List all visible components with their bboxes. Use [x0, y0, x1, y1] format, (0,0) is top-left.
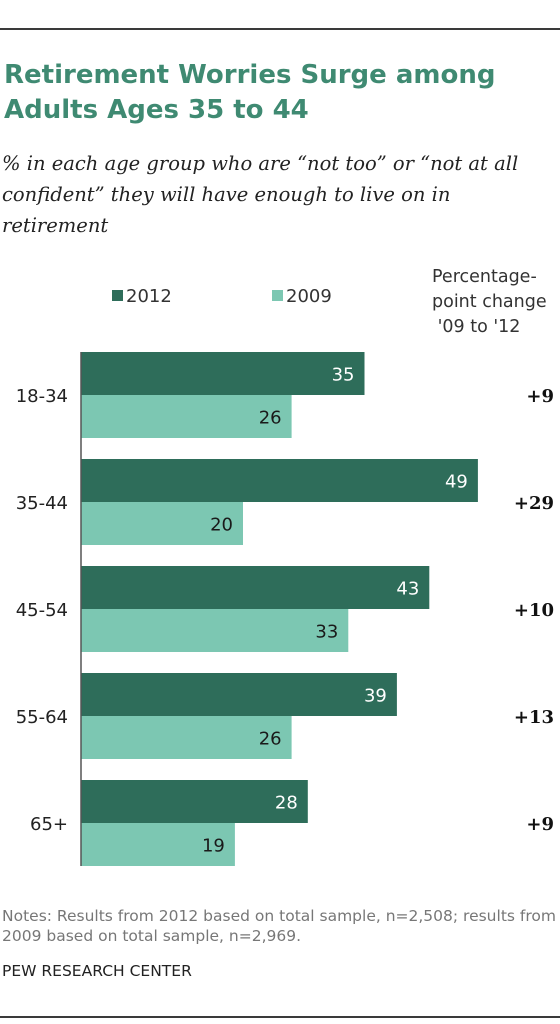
bar-65plus-2009 — [81, 823, 235, 866]
category-label-18-34: 18-34 — [16, 386, 68, 407]
category-label-35-44: 35-44 — [16, 493, 68, 514]
change-value-65plus: +9 — [526, 814, 554, 835]
bar-55-64-2012 — [81, 673, 397, 716]
bar-45-54-2009 — [81, 609, 349, 652]
chart-subtitle: % in each age group who are “not too” or… — [2, 152, 519, 237]
data-label-65plus-2009: 19 — [202, 836, 225, 857]
change-value-45-54: +10 — [514, 600, 554, 621]
bar-55-64-2009 — [81, 716, 292, 759]
chart-notes: Notes: Results from 2012 based on total … — [2, 907, 556, 945]
category-label-45-54: 45-54 — [16, 600, 68, 621]
bar-35-44-2009 — [81, 502, 243, 545]
legend-label-2012: 2012 — [126, 286, 172, 307]
change-value-55-64: +13 — [514, 707, 554, 728]
legend-swatch-2009 — [272, 290, 283, 301]
bottom-rule — [0, 1016, 560, 1018]
top-rule — [0, 28, 560, 30]
data-label-35-44-2012: 49 — [445, 472, 468, 493]
category-label-65plus: 65+ — [30, 814, 68, 835]
chart-title: Retirement Worries Surge among Adults Ag… — [4, 60, 496, 125]
bar-18-34-2009 — [81, 395, 292, 438]
legend-item-2009: 2009 — [272, 286, 332, 307]
legend-label-2009: 2009 — [286, 286, 332, 307]
data-label-45-54-2012: 43 — [396, 579, 419, 600]
bar-35-44-2012 — [81, 459, 478, 502]
data-label-55-64-2012: 39 — [364, 686, 387, 707]
legend-swatch-2012 — [112, 290, 123, 301]
data-label-65plus-2012: 28 — [275, 793, 298, 814]
data-label-35-44-2009: 20 — [210, 515, 233, 536]
data-label-55-64-2009: 26 — [259, 729, 282, 750]
data-label-18-34-2012: 35 — [332, 365, 355, 386]
data-label-45-54-2009: 33 — [315, 622, 338, 643]
bar-65plus-2012 — [81, 780, 308, 823]
bar-45-54-2012 — [81, 566, 430, 609]
legend-item-2012: 2012 — [112, 286, 172, 307]
bar-18-34-2012 — [81, 352, 365, 395]
change-value-18-34: +9 — [526, 386, 554, 407]
category-label-55-64: 55-64 — [16, 707, 68, 728]
change-value-35-44: +29 — [514, 493, 554, 514]
data-label-18-34-2009: 26 — [259, 408, 282, 429]
change-column-header: Percentage- point change '09 to '12 — [432, 267, 547, 337]
source-credit: PEW RESEARCH CENTER — [2, 962, 192, 980]
